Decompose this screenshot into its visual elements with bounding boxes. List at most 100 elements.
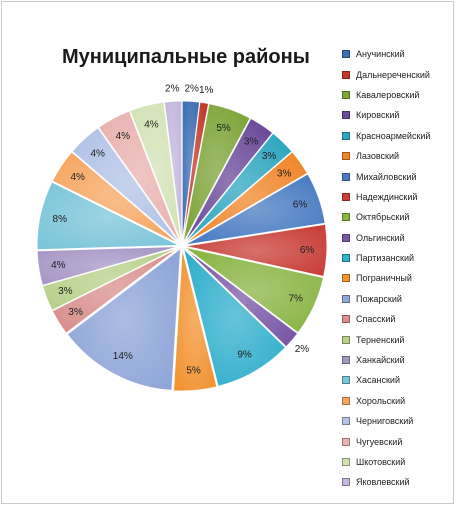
pie-slice-12 xyxy=(173,248,218,392)
pie-slice-11 xyxy=(182,247,287,387)
legend-item-17: Хасанский xyxy=(342,370,452,390)
legend-label-17: Хасанский xyxy=(356,375,400,386)
pie-slice-10 xyxy=(183,247,299,348)
legend-item-12: Пограничный xyxy=(342,268,452,288)
pie-slice-5 xyxy=(183,132,293,245)
legend-swatch-19 xyxy=(342,417,350,426)
legend-item-14: Спасский xyxy=(342,309,452,329)
legend-swatch-7 xyxy=(342,172,350,181)
pie-slice-label-10: 2% xyxy=(295,344,310,355)
legend-item-21: Шкотовский xyxy=(342,452,452,472)
legend-label-12: Пограничный xyxy=(356,273,412,284)
legend-item-5: Красноармейский xyxy=(342,126,452,146)
legend-item-10: Ольгинский xyxy=(342,228,452,248)
legend-item-2: Дальнереченский xyxy=(342,64,452,84)
legend-swatch-17 xyxy=(342,376,350,385)
chart-title: Муниципальные районы xyxy=(62,46,310,68)
legend-swatch-20 xyxy=(342,437,350,446)
legend-label-2: Дальнереченский xyxy=(356,69,430,80)
legend-label-5: Красноармейский xyxy=(356,130,431,141)
pie-slice-label-4: 3% xyxy=(244,137,259,148)
legend-item-8: Надеждинский xyxy=(342,187,452,207)
pie-slice-label-16: 4% xyxy=(51,260,66,271)
legend-label-16: Ханкайский xyxy=(356,355,405,366)
legend-swatch-22 xyxy=(342,478,350,487)
legend-item-9: Октябрьский xyxy=(342,207,452,227)
legend-swatch-6 xyxy=(342,152,350,161)
legend-item-18: Хорольский xyxy=(342,391,452,411)
pie-slice-label-18: 4% xyxy=(70,172,85,183)
pie-slice-22 xyxy=(163,100,183,244)
legend-item-20: Чугуевский xyxy=(342,431,452,451)
pie-slice-label-21: 4% xyxy=(144,120,159,131)
pie-slice-label-13: 14% xyxy=(113,351,133,362)
legend-label-3: Кавалеровский xyxy=(356,89,420,100)
pie-slice-label-6: 3% xyxy=(277,169,292,180)
legend-label-1: Анучинский xyxy=(356,49,405,60)
pie-slice-label-19: 4% xyxy=(90,149,105,160)
pie-slice-8 xyxy=(184,223,328,278)
pie-slice-3 xyxy=(182,103,251,244)
legend-item-1: Анучинский xyxy=(342,44,452,64)
pie-slice-4 xyxy=(183,117,274,244)
legend-label-19: Черниговский xyxy=(356,416,414,427)
pie-slice-label-15: 3% xyxy=(58,286,73,297)
legend-swatch-4 xyxy=(342,111,350,120)
legend-swatch-1 xyxy=(342,50,350,59)
legend-item-13: Пожарский xyxy=(342,289,452,309)
legend-swatch-14 xyxy=(342,315,350,324)
pie-slice-16 xyxy=(36,245,180,286)
legend-label-6: Лазовский xyxy=(356,151,400,162)
legend-swatch-15 xyxy=(342,335,350,344)
legend-swatch-21 xyxy=(342,458,350,466)
legend-swatch-2 xyxy=(342,70,350,79)
legend-label-11: Партизанский xyxy=(356,253,415,264)
legend-label-4: Кировский xyxy=(356,110,400,121)
pie-slice-label-9: 7% xyxy=(288,293,303,304)
pie-slice-label-17: 8% xyxy=(53,214,68,225)
legend-item-15: Терненский xyxy=(342,329,452,349)
legend-item-11: Партизанский xyxy=(342,248,452,268)
pie-slice-label-5: 3% xyxy=(262,151,277,162)
pie-slice-13 xyxy=(66,247,182,391)
legend-swatch-10 xyxy=(342,233,350,242)
pie-slice-20 xyxy=(97,110,182,244)
pie-slice-18 xyxy=(51,151,180,245)
legend-item-22: Яковлевский xyxy=(342,472,452,492)
pie-slice-label-2: 1% xyxy=(199,85,214,96)
pie-slice-label-22: 2% xyxy=(165,83,180,94)
pie-slice-label-12: 5% xyxy=(186,366,201,377)
legend-label-15: Терненский xyxy=(356,334,405,345)
legend-label-8: Надеждинский xyxy=(356,191,418,202)
legend-label-14: Спасский xyxy=(356,314,396,325)
legend-swatch-16 xyxy=(342,356,350,365)
legend-swatch-9 xyxy=(342,213,350,222)
legend-item-16: Ханкайский xyxy=(342,350,452,370)
legend-label-20: Чугуевский xyxy=(356,436,403,447)
pie-slice-7 xyxy=(184,173,326,246)
pie-slice-9 xyxy=(184,246,325,334)
pie-slice-17 xyxy=(36,181,180,251)
pie-slice-label-20: 4% xyxy=(116,131,131,142)
pie-slice-14 xyxy=(51,247,180,334)
legend-label-13: Пожарский xyxy=(356,293,402,304)
legend-label-9: Октябрьский xyxy=(356,212,410,223)
pie-slice-label-14: 3% xyxy=(68,307,83,318)
legend-label-10: Ольгинский xyxy=(356,232,405,243)
legend-item-7: Михайловский xyxy=(342,166,452,186)
legend-swatch-12 xyxy=(342,274,350,283)
legend-swatch-8 xyxy=(342,192,350,201)
pie-slice-label-7: 6% xyxy=(293,199,308,210)
legend-item-3: Кавалеровский xyxy=(342,85,452,105)
legend-label-21: Шкотовский xyxy=(356,457,406,467)
pie-slice-15 xyxy=(42,246,180,312)
legend-swatch-18 xyxy=(342,396,350,405)
pie-slice-2 xyxy=(181,101,210,244)
legend-swatch-13 xyxy=(342,294,350,303)
pie-slice-label-1: 2% xyxy=(185,83,200,94)
legend-item-19: Черниговский xyxy=(342,411,452,431)
pie-slice-label-8: 6% xyxy=(300,245,315,256)
legend-item-6: Лазовский xyxy=(342,146,452,166)
legend-swatch-11 xyxy=(342,254,350,263)
